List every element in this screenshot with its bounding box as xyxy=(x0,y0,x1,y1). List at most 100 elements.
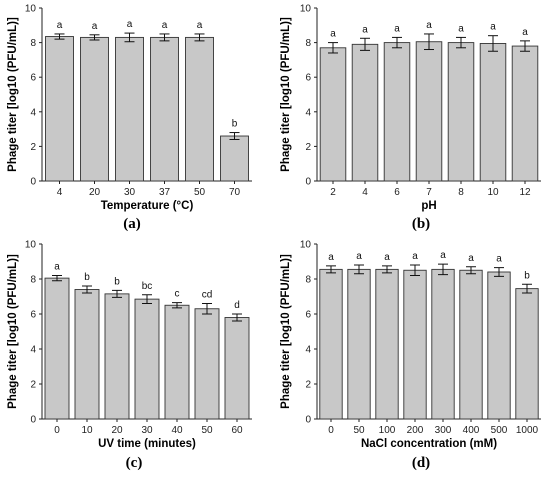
y-axis-title: Phage titer [log10 (PFU/mL)] xyxy=(7,254,19,409)
panel-caption: (a) xyxy=(123,216,141,232)
significance-label: a xyxy=(328,252,334,263)
bar xyxy=(44,277,70,420)
y-tick-label: 2 xyxy=(30,380,36,391)
significance-label: a xyxy=(458,23,464,34)
y-tick-label: 10 xyxy=(25,240,37,251)
y-tick-label: 4 xyxy=(305,345,311,356)
x-tick-label: 20 xyxy=(111,425,123,436)
panel-caption: (b) xyxy=(412,216,430,232)
significance-label: a xyxy=(356,251,362,262)
bar xyxy=(134,298,160,420)
significance-label: a xyxy=(394,23,400,34)
y-tick-label: 8 xyxy=(305,275,311,286)
significance-label: a xyxy=(127,19,133,30)
bar xyxy=(351,43,379,182)
significance-label: a xyxy=(440,250,446,261)
significance-label: a xyxy=(522,27,528,38)
y-tick-label: 10 xyxy=(25,4,37,15)
bar xyxy=(150,36,179,182)
y-tick-label: 4 xyxy=(305,107,311,118)
significance-label: b xyxy=(114,276,120,287)
y-tick-label: 0 xyxy=(305,415,311,426)
significance-label: a xyxy=(490,22,496,33)
y-tick-label: 0 xyxy=(305,177,311,188)
chart-panel-c: 0 2 4 6 8 10 a 0 b 10 b 20 bc 30 c 40 cd 50 d 60 UV time (mi… xyxy=(7,240,252,471)
chart-panel-a: 0 2 4 6 8 10 a 4 a 20 a 30 a 37 a 50 b 70 Temperature (°C)… xyxy=(7,4,252,232)
x-tick-label: 12 xyxy=(519,187,531,198)
bar xyxy=(319,47,347,182)
x-tick-label: 300 xyxy=(435,425,452,436)
bar xyxy=(375,268,399,420)
y-tick-label: 4 xyxy=(30,107,36,118)
x-tick-label: 400 xyxy=(463,425,480,436)
bar xyxy=(447,42,475,182)
x-tick-label: 0 xyxy=(54,425,60,436)
bar xyxy=(403,269,427,420)
x-axis-title: UV time (minutes) xyxy=(98,438,196,450)
significance-label: cd xyxy=(202,290,213,301)
x-tick-label: 70 xyxy=(229,187,241,198)
bar xyxy=(224,317,250,420)
y-tick-label: 0 xyxy=(30,415,36,426)
bar xyxy=(511,45,539,182)
significance-label: a xyxy=(57,20,63,31)
bar xyxy=(415,41,443,182)
significance-label: b xyxy=(232,119,238,130)
bar xyxy=(164,304,190,420)
y-tick-label: 4 xyxy=(30,345,36,356)
bar xyxy=(487,271,511,420)
significance-label: b xyxy=(524,270,530,281)
y-tick-label: 10 xyxy=(300,4,312,15)
y-tick-label: 6 xyxy=(30,73,36,84)
x-tick-label: 50 xyxy=(194,187,206,198)
x-tick-label: 40 xyxy=(171,425,183,436)
y-tick-label: 8 xyxy=(30,38,36,49)
x-tick-label: 10 xyxy=(81,425,93,436)
bar xyxy=(459,269,483,420)
panel-caption: (d) xyxy=(412,455,430,471)
significance-label: bc xyxy=(142,281,153,292)
significance-label: a xyxy=(384,252,390,263)
chart-panel-b: 0 2 4 6 8 10 a 2 a 4 a 6 a 7 a 8 a 10 a 12 pH Phage titer [lo… xyxy=(280,4,541,232)
significance-label: a xyxy=(496,254,502,265)
bar xyxy=(383,42,411,182)
bar xyxy=(115,36,144,182)
x-tick-label: 2 xyxy=(330,187,336,198)
y-tick-label: 6 xyxy=(305,73,311,84)
bar xyxy=(80,36,109,182)
x-axis-title: NaCl concentration (mM) xyxy=(361,438,497,450)
y-axis-title: Phage titer [log10 (PFU/mL)] xyxy=(7,17,19,172)
x-axis-title: Temperature (°C) xyxy=(101,200,194,212)
significance-label: d xyxy=(234,300,240,311)
x-tick-label: 4 xyxy=(57,187,63,198)
y-tick-label: 2 xyxy=(305,142,311,153)
y-tick-label: 8 xyxy=(30,275,36,286)
panel-caption: (c) xyxy=(126,455,143,471)
y-tick-label: 10 xyxy=(300,240,312,251)
bar xyxy=(74,289,100,420)
x-tick-label: 6 xyxy=(394,187,400,198)
significance-label: a xyxy=(162,20,168,31)
x-tick-label: 100 xyxy=(379,425,396,436)
x-tick-label: 30 xyxy=(124,187,136,198)
bar xyxy=(45,36,74,182)
bar xyxy=(319,268,343,420)
bar xyxy=(515,288,539,420)
significance-label: a xyxy=(92,21,98,32)
bar xyxy=(194,308,220,420)
significance-label: c xyxy=(175,289,180,300)
x-tick-label: 20 xyxy=(89,187,101,198)
x-tick-label: 8 xyxy=(458,187,464,198)
significance-label: a xyxy=(197,20,203,31)
significance-label: a xyxy=(330,29,336,40)
x-tick-label: 0 xyxy=(328,425,334,436)
bar xyxy=(220,135,249,182)
x-tick-label: 200 xyxy=(407,425,424,436)
y-tick-label: 6 xyxy=(30,310,36,321)
y-tick-label: 0 xyxy=(30,177,36,188)
y-axis-title: Phage titer [log10 (PFU/mL)] xyxy=(280,17,292,172)
x-tick-label: 500 xyxy=(491,425,508,436)
x-tick-label: 50 xyxy=(201,425,213,436)
x-tick-label: 1000 xyxy=(516,425,539,436)
